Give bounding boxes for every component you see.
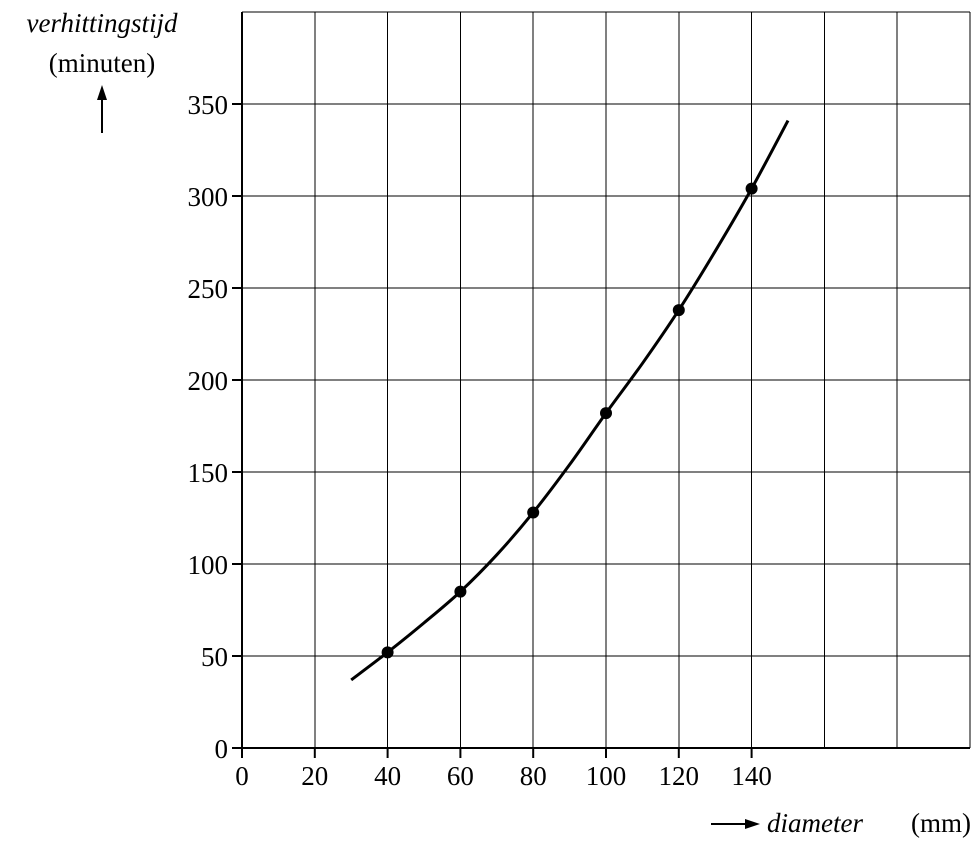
x-tick-label: 60 [447,761,474,791]
x-tick-label: 40 [374,761,401,791]
y-tick-label: 150 [188,458,229,488]
x-tick-label: 140 [731,761,772,791]
x-axis-unit: (mm) [911,808,971,838]
x-tick-label: 80 [520,761,547,791]
y-tick-label: 250 [188,274,229,304]
x-tick-label: 120 [659,761,700,791]
y-axis-arrow-icon [97,85,107,133]
ticks: 0 50 100 150 200 250 300 350 0 20 40 60 80 100 120 140 [188,90,772,791]
data-point [381,646,394,659]
curve-layer [350,119,790,682]
x-tick-label: 0 [235,761,249,791]
data-point [745,182,758,195]
series-curve [350,119,790,682]
y-tick-label: 300 [188,182,229,212]
grid [242,11,971,748]
y-axis-title: verhittingstijd [26,8,178,38]
data-point [454,585,467,598]
x-tick-label: 100 [586,761,627,791]
y-axis-unit: (minuten) [49,48,155,78]
x-axis-arrow-icon [711,819,760,829]
data-point [527,506,540,519]
data-point [600,407,612,420]
data-point [672,304,685,317]
x-tick-label: 20 [301,761,328,791]
y-tick-label: 50 [201,642,228,672]
y-tick-label: 0 [215,734,229,764]
y-tick-label: 100 [188,550,229,580]
y-tick-label: 350 [188,90,229,120]
points-layer [381,182,758,659]
x-axis-title: diameter [767,808,863,838]
y-tick-label: 200 [188,366,229,396]
